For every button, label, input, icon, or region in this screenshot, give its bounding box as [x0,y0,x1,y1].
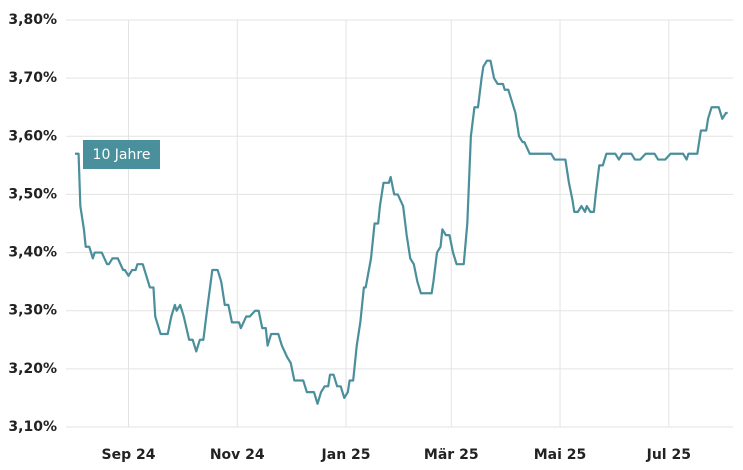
x-tick-label: Nov 24 [210,447,265,463]
series-label: 10 Jahre [93,147,151,163]
y-tick-label: 3,30% [8,303,57,319]
x-tick-label: Jan 25 [321,447,371,463]
y-tick-label: 3,50% [8,186,57,202]
y-tick-label: 3,60% [8,128,57,144]
y-tick-label: 3,40% [8,245,57,261]
x-tick-label: Mär 25 [424,447,479,463]
x-tick-label: Mai 25 [534,447,587,463]
line [75,59,728,405]
y-tick-label: 3,70% [8,70,57,86]
series-label-box [83,140,160,169]
x-tick-label: Jul 25 [646,447,691,463]
x-tick-label: Sep 24 [102,447,156,463]
y-tick-label: 3,80% [8,12,57,28]
y-tick-label: 3,10% [8,419,57,435]
y-tick-label: 3,20% [8,361,57,377]
